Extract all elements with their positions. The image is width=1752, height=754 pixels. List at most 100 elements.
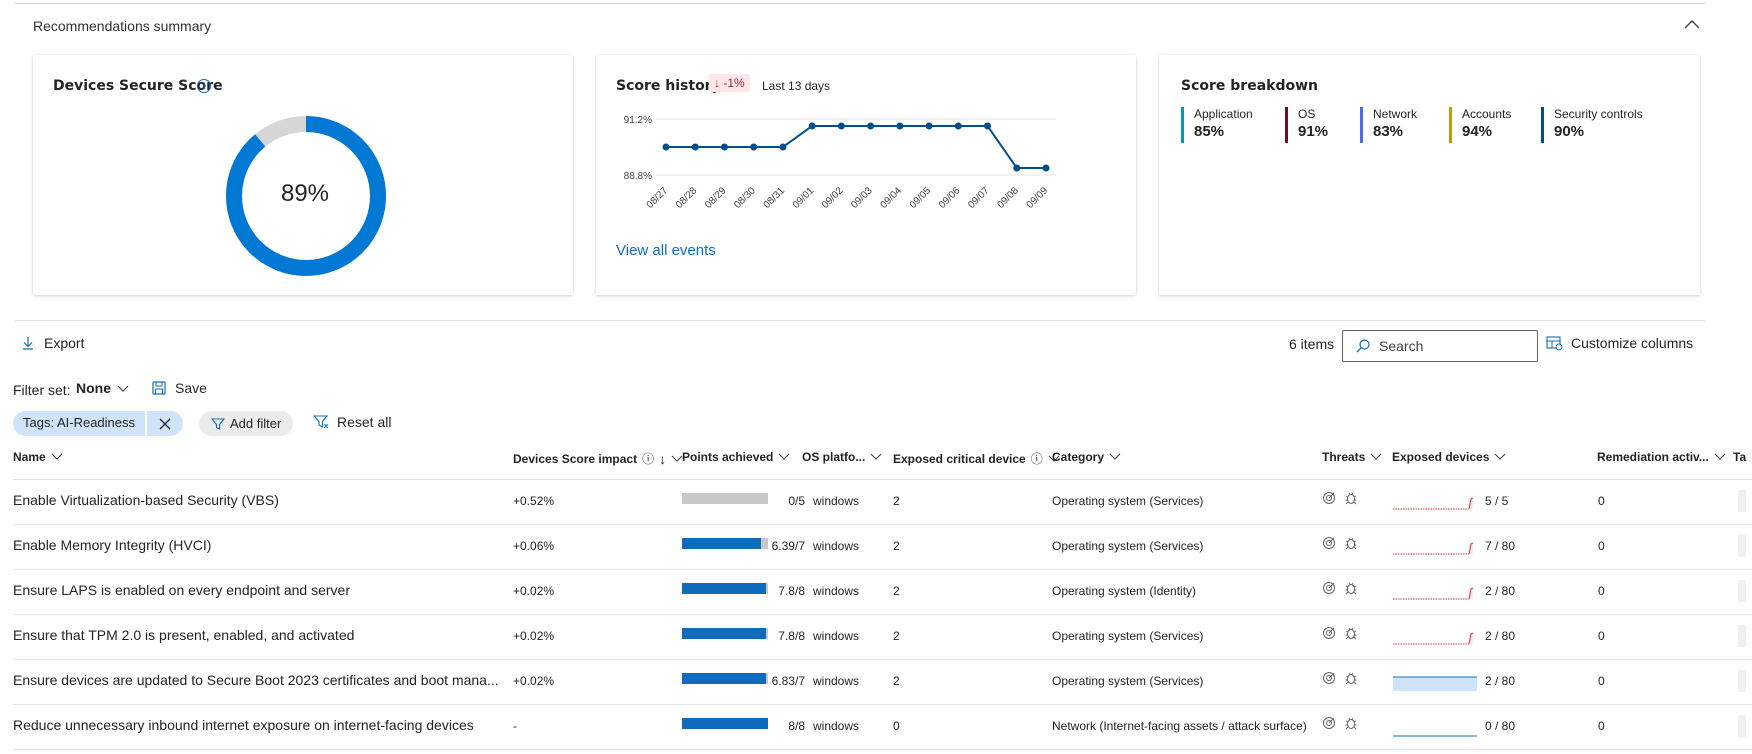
column-header-tags[interactable]: Ta (1733, 450, 1746, 464)
chevron-down-icon (1048, 455, 1060, 462)
threat-icons (1322, 671, 1358, 685)
column-header-critical[interactable]: Exposed critical device ⓘ (893, 450, 1060, 467)
items-count: 6 items (1289, 336, 1335, 352)
column-header-points[interactable]: Points achieved (682, 450, 790, 464)
data-point[interactable] (779, 143, 787, 151)
table-row[interactable]: Enable Memory Integrity (HVCI) +0.06% 6.39… (13, 525, 1752, 570)
data-point[interactable] (691, 143, 699, 151)
points-bar (682, 493, 768, 504)
table-row[interactable]: Reduce unnecessary inbound internet expo… (13, 705, 1752, 750)
table-row[interactable]: Enable Virtualization-based Security (VB… (13, 480, 1752, 525)
export-label: Export (44, 335, 85, 351)
customize-columns-button[interactable]: Customize columns (1546, 335, 1693, 351)
save-label: Save (175, 380, 207, 396)
info-icon[interactable] (196, 78, 212, 94)
threat-insight-icon[interactable] (1322, 716, 1336, 730)
top-divider (15, 3, 1705, 4)
filter-chip-label[interactable]: Tags: AI-Readiness (13, 411, 146, 436)
data-point[interactable] (808, 122, 816, 130)
threat-insight-icon[interactable] (1322, 626, 1336, 640)
threat-insight-icon[interactable] (1322, 581, 1336, 595)
chevron-down-icon (51, 453, 63, 460)
filter-set-label: Filter set: (13, 382, 71, 398)
column-header-name[interactable]: Name (13, 450, 63, 464)
view-all-events-link[interactable]: View all events (616, 242, 716, 259)
data-point[interactable] (925, 122, 933, 130)
recommendation-name[interactable]: Ensure LAPS is enabled on every endpoint… (13, 582, 350, 598)
column-header-exposed[interactable]: Exposed devices (1392, 450, 1506, 464)
bug-icon[interactable] (1344, 491, 1358, 505)
data-point[interactable] (837, 122, 845, 130)
column-header-os[interactable]: OS platfo... (802, 450, 882, 464)
data-point[interactable] (954, 122, 962, 130)
category: Operating system (Identity) (1052, 584, 1197, 598)
column-threats-label: Threats (1322, 450, 1366, 464)
bug-icon[interactable] (1344, 536, 1358, 550)
exposed-critical-devices: 2 (893, 629, 900, 643)
recommendation-name[interactable]: Ensure devices are updated to Secure Boo… (13, 672, 499, 688)
x-tick-label: 09/07 (966, 185, 992, 211)
threat-insight-icon[interactable] (1322, 536, 1336, 550)
points-value: 8/8 (788, 719, 805, 733)
chevron-down-icon (778, 453, 790, 460)
score-impact: +0.02% (513, 674, 555, 688)
filter-set-dropdown[interactable]: None (76, 380, 129, 396)
column-category-label: Category (1052, 450, 1105, 464)
save-filter-button[interactable]: Save (151, 380, 207, 396)
data-point[interactable] (896, 122, 904, 130)
arrow-down-icon: ↓ (714, 76, 720, 90)
column-header-threats[interactable]: Threats (1322, 450, 1382, 464)
remove-filter-button[interactable] (147, 411, 184, 436)
recommendation-name[interactable]: Reduce unnecessary inbound internet expo… (13, 717, 474, 733)
data-point[interactable] (720, 143, 728, 151)
recommendation-name[interactable]: Enable Memory Integrity (HVCI) (13, 537, 212, 553)
tags-cell (1738, 670, 1746, 692)
data-point[interactable] (1013, 164, 1021, 172)
column-header-score-impact[interactable]: Devices Score impact ⓘ ↓ (513, 450, 683, 467)
remediation-activities: 0 (1598, 539, 1605, 553)
add-filter-button[interactable]: Add filter (199, 411, 294, 436)
bug-icon[interactable] (1344, 626, 1358, 640)
remediation-activities: 0 (1598, 719, 1605, 733)
info-icon: ⓘ (642, 452, 655, 466)
score-history-chart: 91.2% 88.8% 08/27 08/28 08/29 08/30 08/31 09/01… (624, 115, 1056, 211)
sort-descending-icon: ↓ (659, 450, 667, 467)
points-value: 7.8/8 (778, 629, 805, 643)
bug-icon[interactable] (1344, 581, 1358, 595)
exposed-devices-count: 2 / 80 (1485, 629, 1516, 643)
points-bar-fill (682, 628, 766, 639)
data-point[interactable] (1042, 164, 1050, 172)
reset-all-button[interactable]: Reset all (313, 414, 391, 430)
chevron-down-icon (1714, 453, 1726, 460)
chevron-down-icon (671, 455, 683, 462)
column-header-remediation[interactable]: Remediation activ... (1597, 450, 1726, 464)
breakdown-item-value: 91% (1298, 123, 1329, 140)
table-row[interactable]: Ensure devices are updated to Secure Boo… (13, 660, 1752, 705)
recommendation-name[interactable]: Enable Virtualization-based Security (VB… (13, 492, 279, 508)
table-row[interactable]: Ensure that TPM 2.0 is present, enabled,… (13, 615, 1752, 660)
threat-icons (1322, 581, 1358, 595)
data-point[interactable] (984, 122, 992, 130)
bug-icon[interactable] (1344, 716, 1358, 730)
breakdown-item: Application 85% (1181, 107, 1253, 143)
collapse-button[interactable] (1680, 14, 1704, 34)
search-input[interactable]: Search (1342, 330, 1538, 362)
data-point[interactable] (662, 143, 670, 151)
bug-icon[interactable] (1344, 671, 1358, 685)
table-columns-icon (1546, 336, 1563, 351)
points-value: 6.83/7 (771, 674, 805, 688)
threat-insight-icon[interactable] (1322, 491, 1336, 505)
customize-columns-label: Customize columns (1571, 335, 1694, 351)
export-button[interactable]: Export (20, 335, 84, 351)
column-header-category[interactable]: Category (1052, 450, 1121, 464)
score-series-line (666, 125, 1046, 169)
data-point[interactable] (750, 143, 758, 151)
x-tick-label: 08/31 (762, 185, 788, 211)
score-change-badge: ↓ -1% (709, 74, 750, 92)
data-point[interactable] (867, 122, 875, 130)
threat-insight-icon[interactable] (1322, 671, 1336, 685)
recommendation-name[interactable]: Ensure that TPM 2.0 is present, enabled,… (13, 627, 355, 643)
table-row[interactable]: Ensure LAPS is enabled on every endpoint… (13, 570, 1752, 615)
x-tick-label: 09/03 (849, 185, 875, 211)
column-critical-label: Exposed critical device (893, 451, 1026, 466)
